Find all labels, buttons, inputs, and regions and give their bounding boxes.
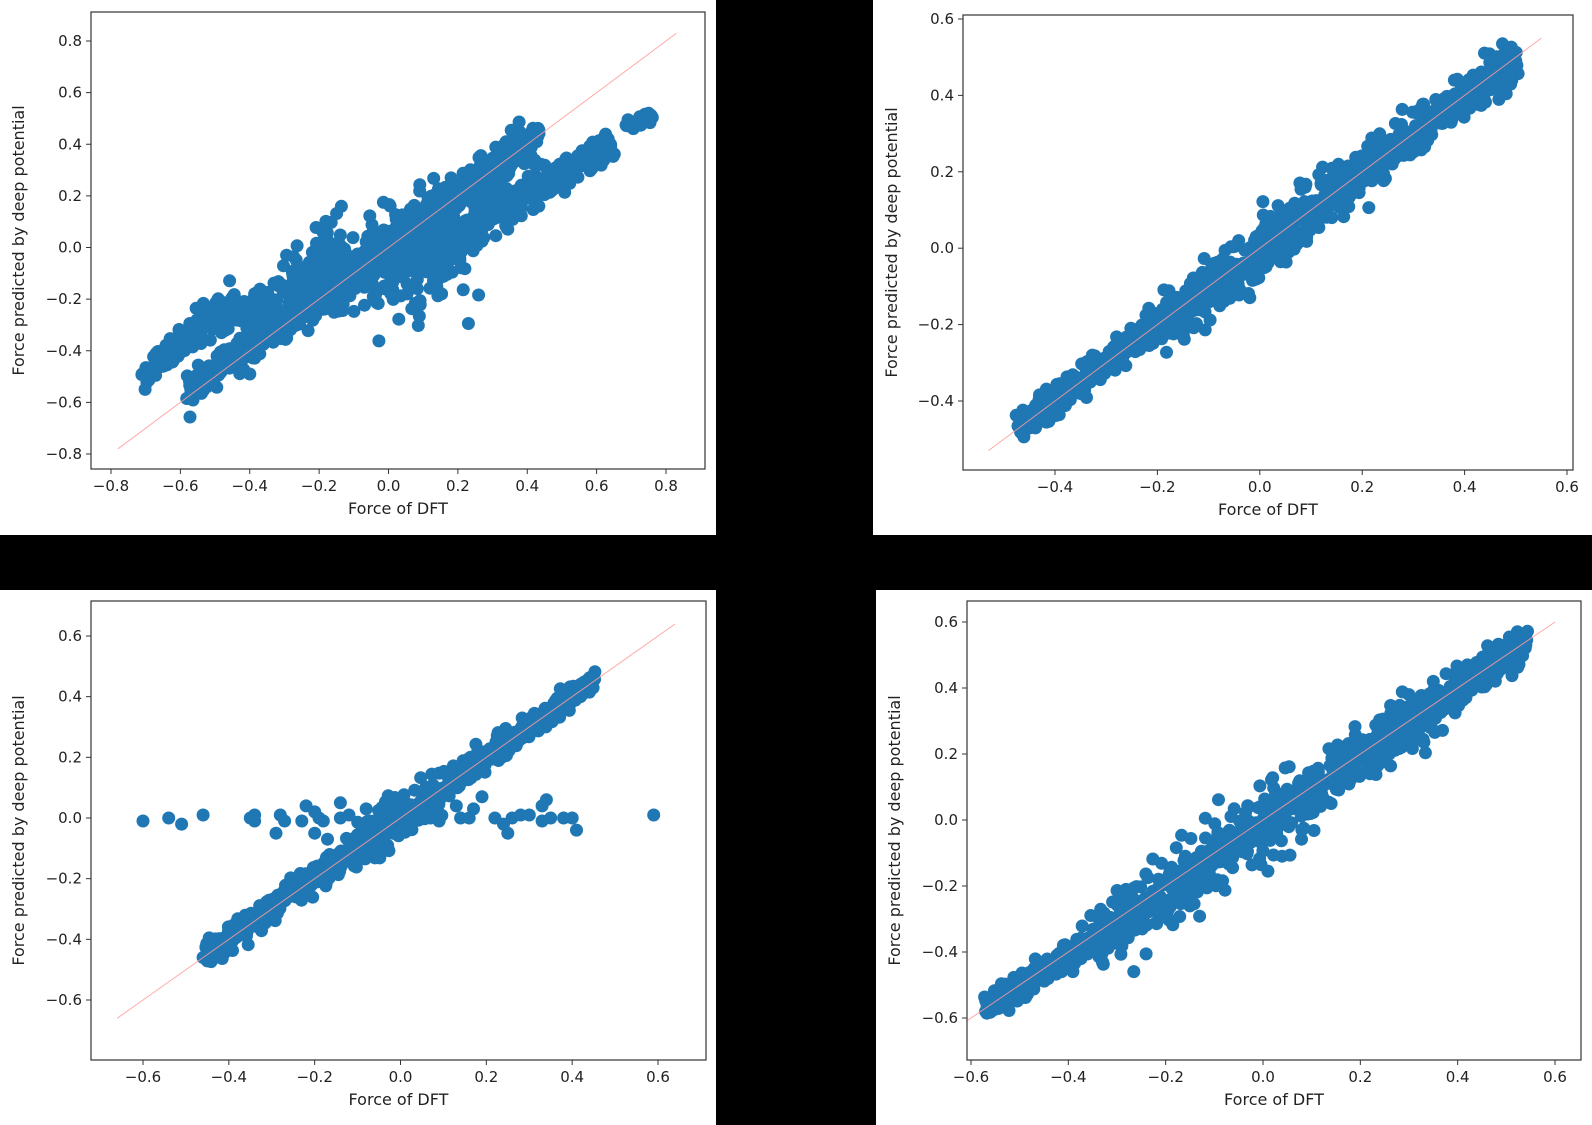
x-tick-label: −0.4	[1050, 1068, 1086, 1086]
x-tick-label: 0.0	[389, 1068, 413, 1086]
x-tick-label: 0.6	[1543, 1068, 1567, 1086]
x-tick-label: 0.4	[1453, 478, 1477, 496]
x-tick-label: 0.0	[377, 477, 401, 495]
x-tick-label: 0.2	[1348, 1068, 1372, 1086]
y-axis-label: Force predicted by deep potential	[9, 695, 28, 965]
x-tick-label: −0.2	[1147, 1068, 1183, 1086]
y-tick-label: −0.2	[46, 290, 82, 308]
plot-area	[967, 621, 1556, 1022]
plot-area	[117, 32, 677, 450]
axes-frame	[966, 600, 1582, 1061]
x-axis-label: Force of DFT	[1218, 500, 1318, 519]
y-tick-label: 0.0	[58, 809, 82, 827]
x-tick-label: −0.6	[953, 1068, 989, 1086]
y-tick-label: −0.2	[46, 870, 82, 888]
scatter-plot-bottom-left: −0.6 −0.4 −0.2 0.0 0.2 0.4 0.6 −0.6 −0.4 −0.2 0.0 0…	[9, 600, 707, 1109]
y-tick-label: 0.0	[58, 239, 82, 257]
y-tick-label: 0.4	[930, 86, 954, 104]
x-tick-label: 0.2	[446, 477, 470, 495]
y-tick-label: −0.8	[46, 445, 82, 463]
x-tick-label: 0.6	[1555, 478, 1579, 496]
x-tick-label: −0.4	[1037, 478, 1073, 496]
y-tick-label: 0.0	[934, 811, 958, 829]
axes-frame	[962, 14, 1574, 471]
reference-line-y-equals-x	[967, 621, 1556, 1022]
scatter-plot-top-left: −0.8 −0.6 −0.4 −0.2 0.0 0.2 0.4 0.6 0.8−0.8−0.6−…	[9, 11, 706, 518]
y-axis-label: Force predicted by deep potential	[882, 107, 901, 377]
x-tick-label: −0.2	[1139, 478, 1175, 496]
scatter-points	[135, 106, 659, 424]
y-axis-ticks: −0.4 −0.2 0.0 0.2 0.4 0.6	[918, 10, 963, 410]
x-tick-label: 0.0	[1248, 478, 1272, 496]
x-tick-label: −0.4	[211, 1068, 247, 1086]
reference-line-y-equals-x	[116, 623, 676, 1019]
y-tick-label: −0.4	[46, 342, 82, 360]
y-tick-label: 0.4	[58, 688, 82, 706]
x-tick-label: 0.8	[654, 477, 678, 495]
y-tick-label: −0.4	[46, 930, 82, 948]
y-tick-label: 0.6	[58, 84, 82, 102]
y-tick-label: 0.4	[934, 679, 958, 697]
y-tick-label: 0.2	[934, 745, 958, 763]
x-tick-label: −0.4	[232, 477, 268, 495]
y-tick-label: 0.2	[58, 187, 82, 205]
reference-line-y-equals-x	[988, 37, 1542, 452]
x-tick-label: 0.4	[560, 1068, 584, 1086]
x-axis-label: Force of DFT	[1224, 1090, 1324, 1109]
x-tick-label: 0.2	[474, 1068, 498, 1086]
x-tick-label: 0.2	[1350, 478, 1374, 496]
x-axis-ticks: −0.6 −0.4 −0.2 0.0 0.2 0.4 0.6	[953, 1060, 1567, 1086]
x-tick-label: 0.4	[515, 477, 539, 495]
x-tick-label: −0.2	[301, 477, 337, 495]
x-tick-label: 0.4	[1446, 1068, 1470, 1086]
y-tick-label: 0.0	[930, 239, 954, 257]
y-tick-label: −0.6	[922, 1009, 958, 1027]
x-tick-label: 0.6	[646, 1068, 670, 1086]
plot-area	[988, 37, 1542, 452]
x-tick-label: −0.8	[93, 477, 129, 495]
y-tick-label: 0.2	[58, 748, 82, 766]
x-tick-label: 0.6	[585, 477, 609, 495]
x-axis-ticks: −0.6 −0.4 −0.2 0.0 0.2 0.4 0.6	[125, 1060, 670, 1086]
scatter-points	[136, 665, 661, 969]
y-axis-label: Force predicted by deep potential	[9, 105, 28, 375]
y-axis-ticks: −0.6 −0.4 −0.2 0.0 0.2 0.4 0.6	[922, 613, 967, 1027]
x-axis-label: Force of DFT	[348, 499, 448, 518]
x-axis-ticks: −0.4 −0.2 0.0 0.2 0.4 0.6	[1037, 470, 1579, 496]
y-axis-ticks: −0.6 −0.4 −0.2 0.0 0.2 0.4 0.6	[46, 627, 91, 1009]
axes-frame	[90, 600, 707, 1061]
x-tick-label: −0.6	[125, 1068, 161, 1086]
scatter-points	[1009, 37, 1525, 444]
y-tick-label: 0.2	[930, 163, 954, 181]
y-tick-label: 0.6	[934, 613, 958, 631]
y-tick-label: −0.2	[918, 316, 954, 334]
panel-bottom-left: −0.6 −0.4 −0.2 0.0 0.2 0.4 0.6 −0.6 −0.4 −0.2 0.0 0…	[0, 590, 716, 1125]
scatter-plot-top-right: −0.4 −0.2 0.0 0.2 0.4 0.6 −0.4 −0.2 0.0 0.2 0.4 0.6…	[882, 10, 1579, 519]
y-tick-label: 0.6	[930, 10, 954, 28]
scatter-points	[978, 624, 1534, 1020]
reference-line-y-equals-x	[117, 32, 677, 450]
plot-area	[116, 623, 676, 1019]
y-tick-label: 0.4	[58, 135, 82, 153]
y-tick-label: 0.8	[58, 32, 82, 50]
panel-bottom-right: −0.6 −0.4 −0.2 0.0 0.2 0.4 0.6 −0.6 −0.4 −0.2 0.0 0…	[876, 590, 1592, 1125]
panel-top-right: −0.4 −0.2 0.0 0.2 0.4 0.6 −0.4 −0.2 0.0 0.2 0.4 0.6…	[873, 0, 1592, 535]
y-tick-label: −0.2	[922, 877, 958, 895]
scatter-plot-bottom-right: −0.6 −0.4 −0.2 0.0 0.2 0.4 0.6 −0.6 −0.4 −0.2 0.0 0…	[885, 600, 1582, 1109]
y-tick-label: −0.4	[918, 392, 954, 410]
x-tick-label: −0.2	[296, 1068, 332, 1086]
x-tick-label: 0.0	[1251, 1068, 1275, 1086]
y-axis-label: Force predicted by deep potential	[885, 695, 904, 965]
x-axis-label: Force of DFT	[349, 1090, 449, 1109]
y-tick-label: −0.6	[46, 991, 82, 1009]
x-axis-ticks: −0.8 −0.6 −0.4 −0.2 0.0 0.2 0.4 0.6 0.8	[93, 469, 678, 495]
y-tick-label: −0.4	[922, 943, 958, 961]
y-tick-label: −0.6	[46, 393, 82, 411]
axes-frame	[90, 11, 706, 470]
x-tick-label: −0.6	[162, 477, 198, 495]
panel-top-left: −0.8 −0.6 −0.4 −0.2 0.0 0.2 0.4 0.6 0.8 −0.8 −0.6−…	[0, 0, 716, 535]
y-axis-ticks: −0.8 −0.6 −0.4 −0.2 0.0 0.2 0.4 0.6 0.8	[46, 32, 91, 463]
y-tick-label: 0.6	[58, 627, 82, 645]
